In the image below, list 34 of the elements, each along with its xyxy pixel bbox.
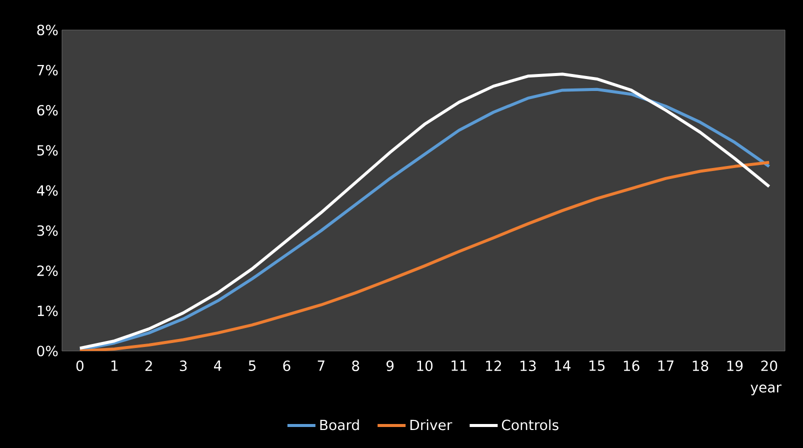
x-tick-label: 8 [352,360,360,372]
x-tick-label: 9 [386,360,394,372]
y-tick-label: 1% [38,306,58,316]
x-tick-label: 13 [520,360,536,372]
x-tick-label: 6 [283,360,290,372]
y-tick-label: 2% [37,265,58,276]
x-tick-label: 15 [589,360,605,371]
x-tick-label: 5 [248,360,256,371]
x-tick-label: 3 [180,360,187,372]
x-tick-label: 11 [452,360,467,371]
y-tick-label: 8% [37,24,58,36]
x-tick-label: 17 [658,360,674,371]
legend-label: Controls [502,419,558,430]
x-tick-label: 1 [111,360,118,371]
x-tick-label: 0 [76,360,84,372]
x-tick-label: 2 [145,360,152,371]
y-tick-label: 0% [37,346,58,356]
y-tick-label: 6% [37,104,58,116]
y-tick-label: 7% [37,64,58,76]
x-tick-label: 10 [417,360,433,372]
x-tick-label: 18 [692,360,708,372]
legend-label: Driver [410,419,452,430]
x-tick-label: 7 [318,360,324,371]
y-tick-label: 3% [37,225,58,236]
y-tick-label: 4% [36,185,58,196]
x-tick-label: 12 [486,360,501,371]
x-tick-label: 19 [727,360,743,372]
x-axis-title: year [750,384,782,396]
x-tick-label: 4 [214,360,222,371]
x-tick-label: 14 [555,360,571,371]
x-tick-label: 16 [624,360,640,372]
y-tick-label: 5% [37,145,58,156]
legend-label: Board [320,419,359,430]
x-tick-label: 20 [761,360,778,372]
